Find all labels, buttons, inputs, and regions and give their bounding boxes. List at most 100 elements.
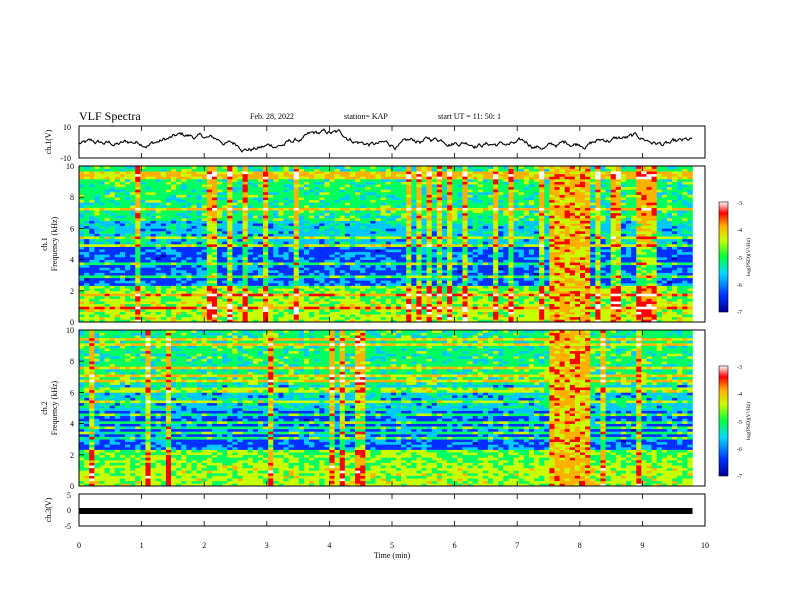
spectrogram-cell xyxy=(380,238,387,242)
spectrogram-cell xyxy=(590,246,596,250)
spectrogram-cell xyxy=(600,301,606,305)
spectrogram-cell xyxy=(283,293,289,297)
spectrogram-cell xyxy=(171,311,177,315)
spectrogram-cell xyxy=(94,257,100,260)
spectrogram-cell xyxy=(104,303,110,307)
spectrogram-cell xyxy=(452,277,458,281)
spectrogram-cell xyxy=(293,316,300,320)
spectrogram-cell xyxy=(206,272,213,276)
spectrogram-cell xyxy=(585,306,591,310)
spectrogram-cell xyxy=(79,280,85,284)
spectrogram-cell xyxy=(339,296,346,299)
spectrogram-cell xyxy=(222,298,228,302)
spectrogram-cell xyxy=(104,228,110,232)
spectrogram-cell xyxy=(181,220,187,224)
spectrogram-cell xyxy=(278,238,284,242)
spectrogram-cell xyxy=(462,285,468,289)
spectrogram-cell xyxy=(401,285,407,289)
spectrogram-cell xyxy=(181,212,187,216)
spectrogram-cell xyxy=(395,259,402,263)
spectrogram-cell xyxy=(687,241,693,245)
spectrogram-cell xyxy=(549,280,555,284)
spectrogram-cell xyxy=(523,264,530,268)
spectrogram-cell xyxy=(677,215,683,219)
spectrogram-cell xyxy=(155,225,162,229)
spectrogram-cell xyxy=(268,319,274,323)
spectrogram-cell xyxy=(549,293,555,297)
spectrogram-cell xyxy=(263,233,269,237)
spectrogram-cell xyxy=(94,254,100,258)
spectrogram-cell xyxy=(329,293,335,297)
spectrogram-cell xyxy=(482,223,489,227)
spectrogram-cell xyxy=(104,306,110,310)
spectrogram-cell xyxy=(211,272,218,276)
spectrogram-cell xyxy=(191,223,197,227)
spectrogram-cell xyxy=(201,218,208,221)
spectrogram-cell xyxy=(411,257,417,260)
spectrogram-cell xyxy=(620,311,627,315)
spectrogram-cell xyxy=(319,218,325,221)
spectrogram-cell xyxy=(672,290,678,294)
spectrogram-cell xyxy=(171,290,177,294)
spectrogram-cell xyxy=(171,236,177,240)
spectrogram-cell xyxy=(125,293,131,297)
spectrogram-cell xyxy=(109,303,116,307)
spectrogram-cell xyxy=(564,301,571,305)
spectrogram-cell xyxy=(94,298,100,302)
spectrogram-cell xyxy=(309,212,315,216)
spectrogram-cell xyxy=(493,215,499,219)
spectrogram-cell xyxy=(288,303,295,307)
spectrogram-cell xyxy=(268,254,274,258)
spectrogram-cell xyxy=(278,236,284,240)
spectrogram-cell xyxy=(487,290,494,294)
spectrogram-cell xyxy=(580,241,586,245)
spectrogram-cell xyxy=(687,314,693,318)
spectrogram-cell xyxy=(620,277,627,281)
spectrogram-cell xyxy=(406,267,412,271)
spectrogram-cell xyxy=(528,231,535,234)
spectrogram-cell xyxy=(441,225,448,229)
spectrogram-cell xyxy=(79,215,85,219)
spectrogram-cell xyxy=(503,264,509,268)
spectrogram-cell xyxy=(554,249,560,253)
spectrogram-cell xyxy=(247,309,254,312)
spectrogram-cell xyxy=(534,236,540,240)
spectrogram-cell xyxy=(390,314,397,318)
spectrogram-cell xyxy=(319,311,325,315)
spectrogram-cell xyxy=(344,306,351,310)
spectrogram-cell xyxy=(426,306,433,310)
spectrogram-cell xyxy=(257,233,264,237)
spectrogram-cell xyxy=(544,228,550,232)
spectrogram-cell xyxy=(661,244,668,247)
spectrogram-cell xyxy=(155,228,162,232)
spectrogram-cell xyxy=(324,277,330,281)
spectrogram-cell xyxy=(595,251,601,255)
spectrogram-cell xyxy=(370,283,376,286)
spectrogram-cell xyxy=(201,236,208,240)
spectrogram-cell xyxy=(595,288,601,292)
spectrogram-cell xyxy=(257,238,264,242)
spectrogram-cell xyxy=(380,272,387,276)
spectrogram-cell xyxy=(222,218,228,221)
spectrogram-cell xyxy=(344,267,351,271)
spectrogram-cell xyxy=(482,231,489,234)
spectrogram-cell xyxy=(457,280,463,284)
spectrogram-cell xyxy=(242,225,248,229)
spectrogram-cell xyxy=(406,311,412,315)
spectrogram-cell xyxy=(544,225,550,229)
spectrogram-cell xyxy=(441,298,448,302)
spectrogram-cell xyxy=(549,233,555,237)
spectrogram-cell xyxy=(457,233,463,237)
spectrogram-cell xyxy=(467,249,473,253)
spectrogram-cell xyxy=(513,280,519,284)
spectrogram-cell xyxy=(544,262,550,266)
spectrogram-cell xyxy=(355,280,361,284)
spectrogram-cell xyxy=(595,249,601,253)
spectrogram-cell xyxy=(119,236,126,240)
spectrogram-cell xyxy=(314,280,320,284)
spectrogram-cell xyxy=(160,270,167,273)
spectrogram-cell xyxy=(595,293,601,297)
spectrogram-cell xyxy=(580,257,586,260)
spectrogram-cell xyxy=(467,298,473,302)
spectrogram-cell xyxy=(523,290,530,294)
